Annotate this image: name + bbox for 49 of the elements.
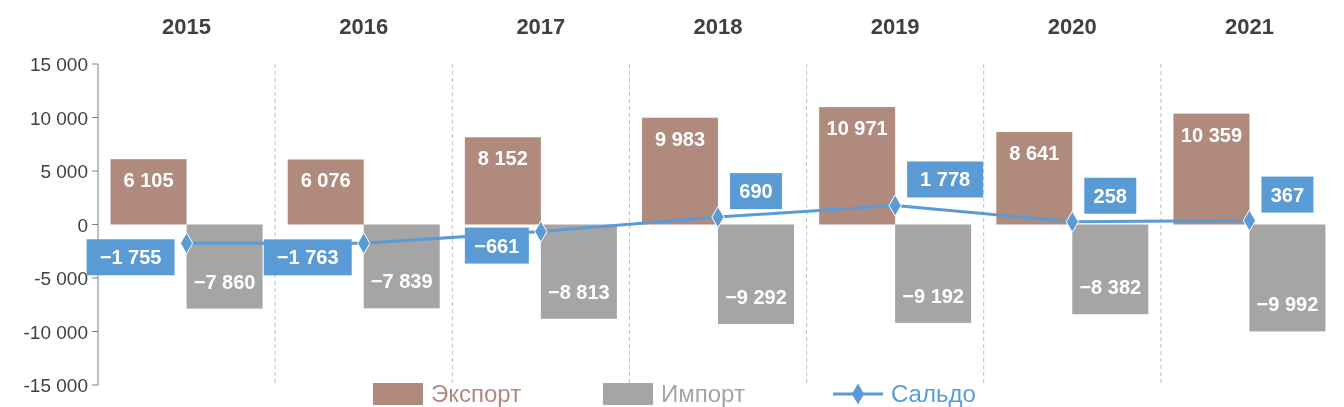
data-label: 1 778 [920,168,971,191]
y-tick-label: 5 000 [40,161,88,182]
y-tick-label: 15 000 [29,54,88,75]
x-tick-label: 2020 [1047,14,1097,39]
y-tick-label: 0 [77,214,88,236]
data-label: 10 971 [826,117,888,140]
y-tick-label: -15 000 [23,375,88,396]
x-tick-label: 2021 [1224,14,1274,39]
data-label: −1 755 [99,246,162,269]
y-tick-label: 10 000 [29,107,88,129]
x-tick-label: 2015 [162,14,212,39]
bar [1072,224,1149,315]
data-label: −661 [474,234,520,257]
data-label: −8 382 [1079,276,1142,299]
data-label: 367 [1270,183,1305,206]
data-label: −8 813 [547,280,610,303]
bar [996,132,1073,225]
data-label: −9 992 [1256,293,1319,316]
bar [819,107,896,225]
data-label: −7 839 [370,270,433,293]
bar [718,224,794,324]
bar [642,117,718,225]
legend-label: Сальдо [891,380,976,407]
data-label: −9 292 [725,285,787,308]
legend-label: Экспорт [431,380,522,407]
x-tick-label: 2016 [339,14,389,39]
bar [110,159,187,225]
data-label: −7 860 [193,270,256,293]
data-label: 10 359 [1180,123,1243,146]
data-label: 8 152 [477,147,528,170]
bar [1249,224,1326,332]
x-tick-label: 2017 [516,14,566,39]
y-tick-label: -10 000 [23,321,88,343]
data-label: −9 192 [902,284,965,307]
legend-label: Импорт [661,380,745,407]
bar [895,224,972,323]
bar [1173,113,1250,225]
bar [540,224,617,319]
data-label: 6 076 [300,169,351,192]
x-tick-label: 2018 [693,14,743,39]
x-tick-label: 2019 [870,14,920,39]
data-label: 690 [739,180,773,203]
data-label: 6 105 [123,169,174,192]
data-label: 8 641 [1009,142,1060,165]
data-label: −1 763 [276,246,339,269]
y-tick-label: -5 000 [34,268,88,289]
bar [287,159,364,225]
data-label: 9 983 [654,127,706,150]
data-label: 258 [1093,184,1127,207]
